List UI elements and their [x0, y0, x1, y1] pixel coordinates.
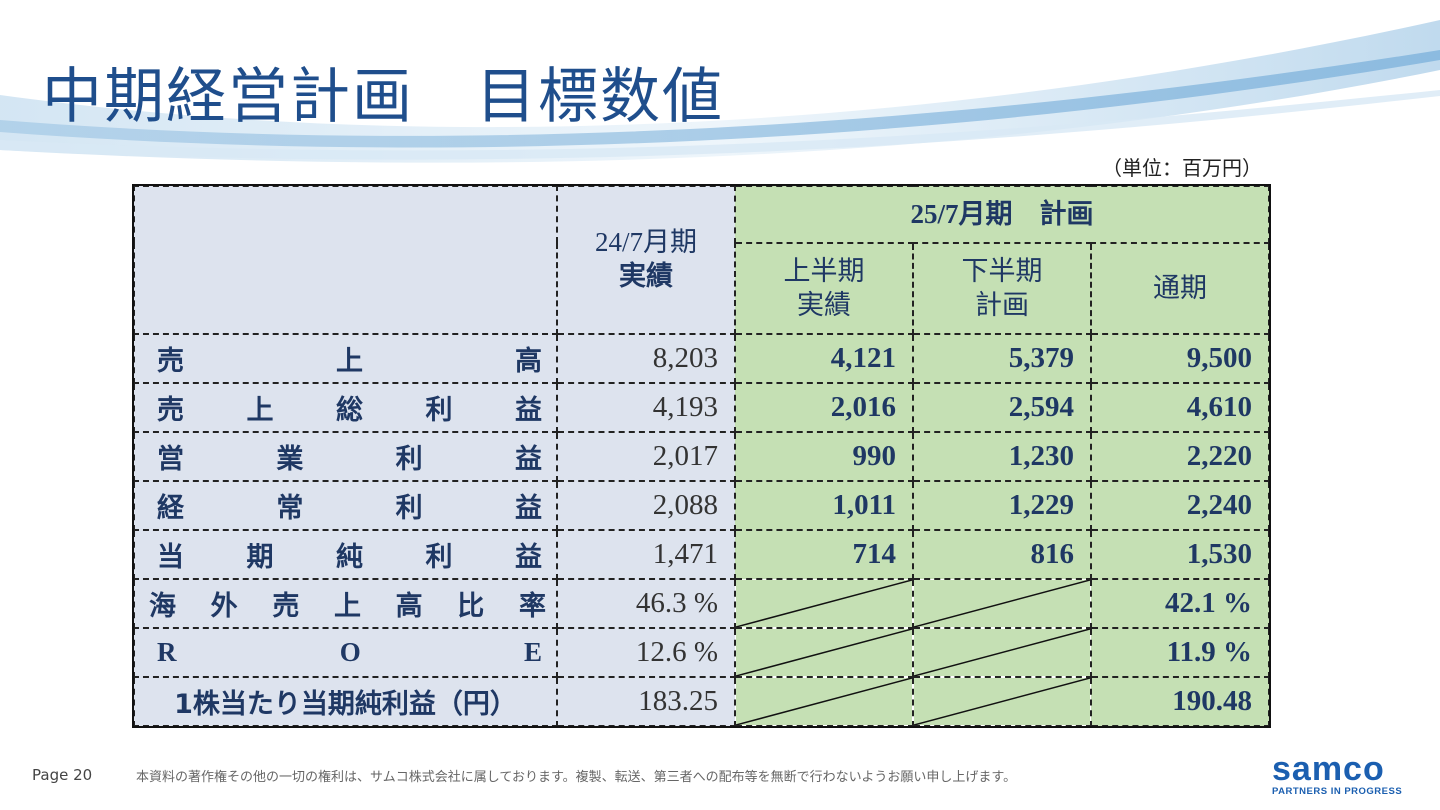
- samco-logo: samco PARTNERS IN PROGRESS: [1272, 752, 1412, 797]
- cell-h1: 2,016: [734, 382, 914, 433]
- row-label-overseas-ratio: 海外売上高比率: [133, 578, 558, 629]
- cell-prev: 8,203: [556, 333, 736, 384]
- diagonal-slash-icon: [914, 580, 1090, 627]
- second-half-line1: 下半期: [961, 255, 1043, 287]
- logo-wordmark: samco: [1272, 750, 1385, 788]
- full-year-label: 通期: [1153, 272, 1207, 304]
- first-half-line1: 上半期: [783, 255, 865, 287]
- cell-h1: 1,011: [734, 480, 914, 531]
- header-plan-group: 25/7月期 計画: [734, 185, 1270, 244]
- cell-full: 2,220: [1090, 431, 1270, 482]
- cell-prev: 4,193: [556, 382, 736, 433]
- header-second-half: 下半期 計画: [912, 242, 1092, 335]
- table-row: 営業利益 2,017 990 1,230 2,220: [133, 431, 1270, 482]
- row-label-text: 経常利益: [157, 493, 542, 524]
- cell-full: 42.1 %: [1090, 578, 1270, 629]
- cell-h1-na: [734, 578, 914, 629]
- cell-full: 2,240: [1090, 480, 1270, 531]
- cell-prev: 2,088: [556, 480, 736, 531]
- cell-h1: 4,121: [734, 333, 914, 384]
- cell-prev: 46.3 %: [556, 578, 736, 629]
- cell-prev: 2,017: [556, 431, 736, 482]
- cell-h2-na: [912, 578, 1092, 629]
- row-label-text: 売上総利益: [157, 395, 542, 426]
- cell-h1: 990: [734, 431, 914, 482]
- cell-h2-na: [912, 627, 1092, 678]
- header-full-year: 通期: [1090, 242, 1270, 335]
- table-row: 売上総利益 4,193 2,016 2,594 4,610: [133, 382, 1270, 433]
- copyright-notice: 本資料の著作権その他の一切の権利は、サムコ株式会社に属しております。複製、転送、…: [136, 770, 1017, 785]
- header-corner: [133, 185, 558, 335]
- cell-full: 190.48: [1090, 676, 1270, 727]
- row-label-operating-profit: 営業利益: [133, 431, 558, 482]
- row-label-text: 1株当たり当期純利益（円）: [174, 689, 517, 720]
- page-title: 中期経営計画 目標数値: [42, 62, 724, 132]
- cell-prev: 1,471: [556, 529, 736, 580]
- table-row: 当期純利益 1,471 714 816 1,530: [133, 529, 1270, 580]
- row-label-text: 売上高: [157, 346, 542, 377]
- cell-h1-na: [734, 627, 914, 678]
- row-label-text: 当期純利益: [157, 542, 542, 573]
- cell-h2-na: [912, 676, 1092, 727]
- row-label-net-income: 当期純利益: [133, 529, 558, 580]
- cell-h1-na: [734, 676, 914, 727]
- prev-kind-label: 実績: [619, 261, 673, 292]
- diagonal-slash-icon: [914, 629, 1090, 676]
- cell-full: 4,610: [1090, 382, 1270, 433]
- cell-h2: 2,594: [912, 382, 1092, 433]
- cell-prev: 183.25: [556, 676, 736, 727]
- cell-full: 1,530: [1090, 529, 1270, 580]
- table-row: 経常利益 2,088 1,011 1,229 2,240: [133, 480, 1270, 531]
- row-label-sales: 売上高: [133, 333, 558, 384]
- row-label-ordinary-profit: 経常利益: [133, 480, 558, 531]
- header-prev-period: 24/7月期 実績: [556, 185, 736, 335]
- cell-full: 9,500: [1090, 333, 1270, 384]
- table-row: 1株当たり当期純利益（円） 183.25 190.48: [133, 676, 1270, 727]
- header-swoosh-decoration: [0, 20, 1440, 163]
- diagonal-slash-icon: [736, 580, 912, 627]
- page-number: Page 20: [32, 766, 93, 784]
- unit-label: （単位：百万円）: [1102, 156, 1262, 180]
- plan-group-label: 25/7月期 計画: [910, 198, 1094, 229]
- table-row: 売上高 8,203 4,121 5,379 9,500: [133, 333, 1270, 384]
- logo-tagline: PARTNERS IN PROGRESS: [1272, 786, 1403, 797]
- diagonal-slash-icon: [736, 678, 912, 725]
- diagonal-slash-icon: [736, 629, 912, 676]
- cell-h2: 816: [912, 529, 1092, 580]
- row-label-text: 海外売上高比率: [149, 591, 546, 622]
- targets-table: 24/7月期 実績 25/7月期 計画 上半期 実績 下半期 計画 通期 売上高…: [132, 184, 1271, 728]
- row-label-gross-profit: 売上総利益: [133, 382, 558, 433]
- first-half-line2: 実績: [797, 289, 851, 321]
- second-half-line2: 計画: [975, 289, 1029, 321]
- table-row: 海外売上高比率 46.3 % 42.1 %: [133, 578, 1270, 629]
- cell-full: 11.9 %: [1090, 627, 1270, 678]
- prev-period-label: 24/7月期: [594, 227, 697, 258]
- cell-h2: 1,229: [912, 480, 1092, 531]
- row-label-text: 営業利益: [157, 444, 542, 475]
- cell-h1: 714: [734, 529, 914, 580]
- cell-prev: 12.6 %: [556, 627, 736, 678]
- header-first-half: 上半期 実績: [734, 242, 914, 335]
- diagonal-slash-icon: [914, 678, 1090, 725]
- cell-h2: 5,379: [912, 333, 1092, 384]
- row-label-eps: 1株当たり当期純利益（円）: [133, 676, 558, 727]
- cell-h2: 1,230: [912, 431, 1092, 482]
